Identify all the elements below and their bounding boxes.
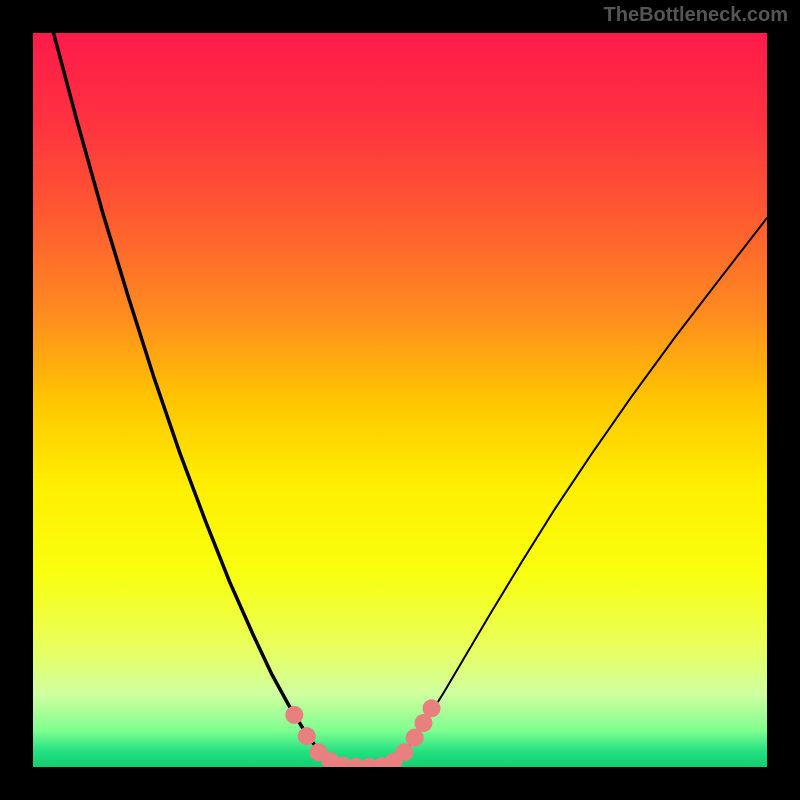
plot-area	[33, 33, 767, 767]
gradient-background	[33, 33, 767, 767]
watermark-text: TheBottleneck.com	[604, 4, 788, 27]
